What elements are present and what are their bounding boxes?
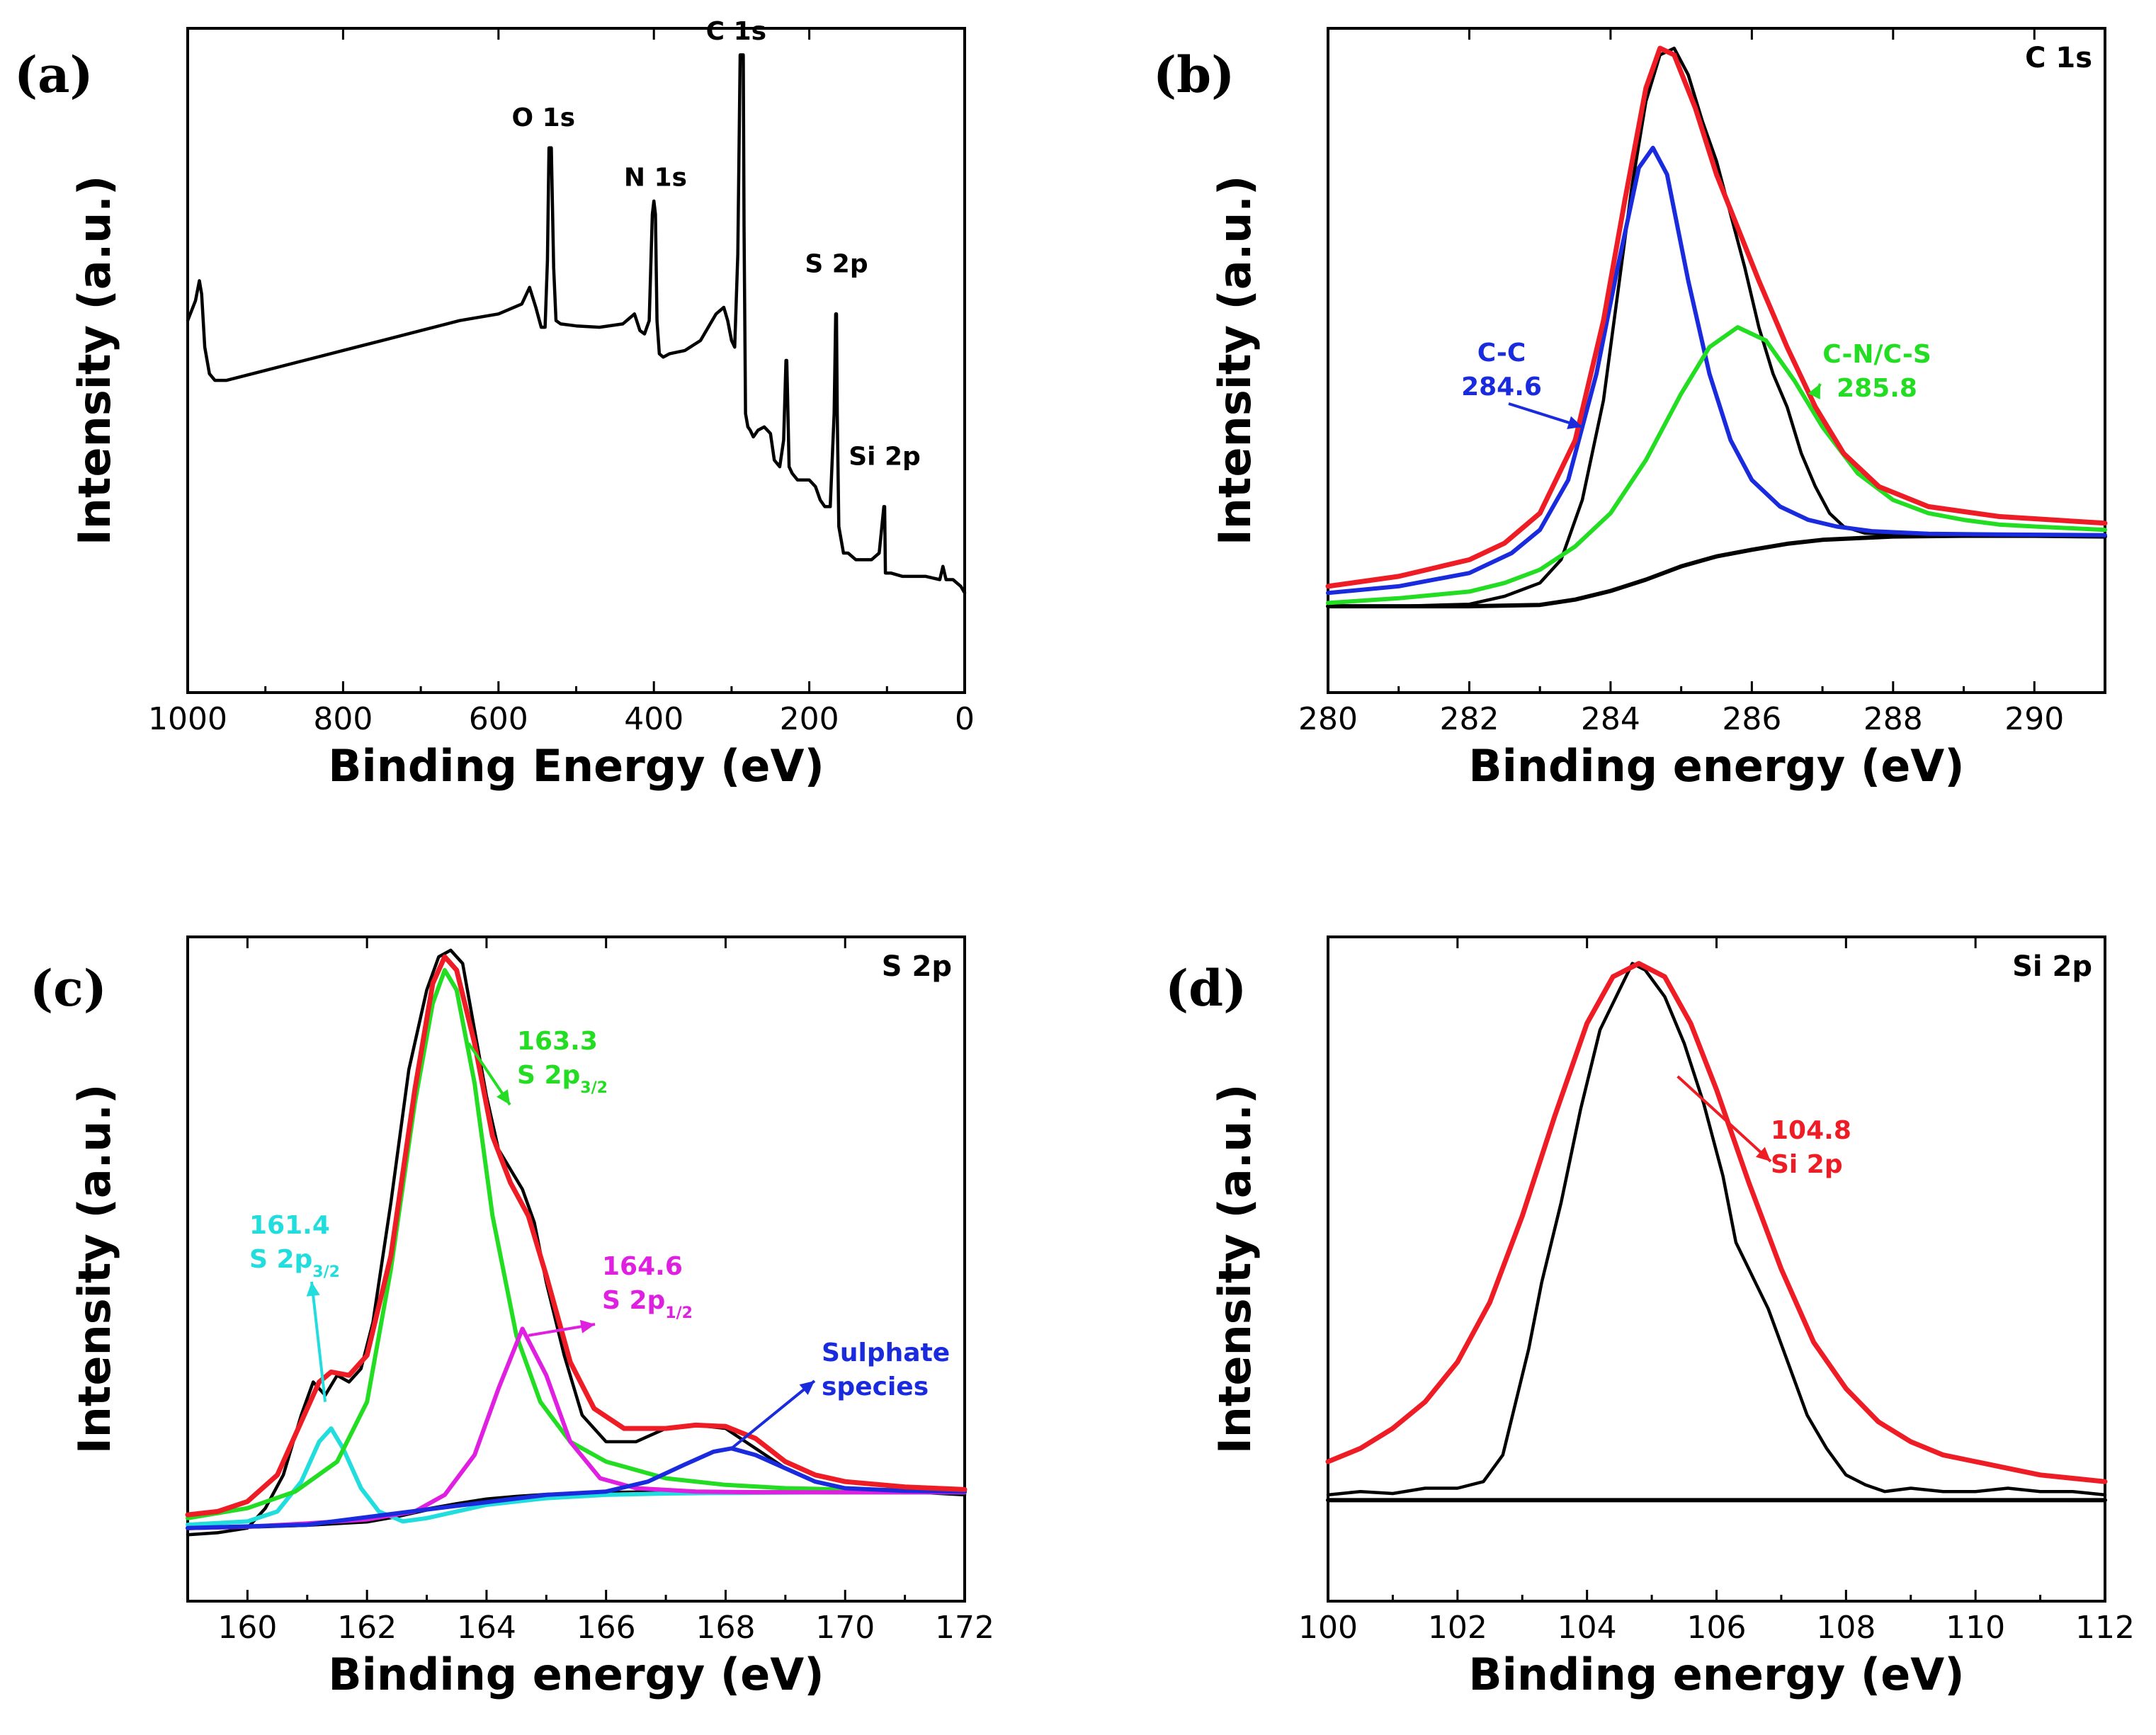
x-tick-label-a-1: 800 <box>313 701 373 737</box>
x-tick-label-c-0: 160 <box>217 1610 277 1646</box>
annotation-arrowhead-c-161-4 <box>306 1282 320 1297</box>
annotation-arrow-c-sulphate <box>730 1380 816 1450</box>
annotation-label-c-sulphate: species <box>822 1372 929 1401</box>
annotation-subscript: 3/2 <box>580 1079 608 1097</box>
y-axis-title-a: Intensity (a.u.) <box>69 176 120 546</box>
x-tick-label-a-5: 0 <box>955 701 975 737</box>
x-tick-label-c-4: 168 <box>696 1610 755 1646</box>
annotation-value-c-161-4: 161.4 <box>249 1211 330 1240</box>
x-tick-label-b-2: 284 <box>1581 701 1640 737</box>
plot-frame-c <box>186 935 966 1603</box>
annotation-b-c-n-c-s: C-N/C-S 285.8 <box>1808 340 1931 403</box>
x-tick-label-c-3: 166 <box>577 1610 636 1646</box>
x-tick-label-a-3: 400 <box>624 701 683 737</box>
annotation-label-b-c-c: 284.6 <box>1461 372 1542 402</box>
x-tick-label-d-3: 106 <box>1687 1610 1747 1646</box>
series-b-c-n-c-s <box>1326 325 2107 605</box>
x-tick-label-d-0: 100 <box>1298 1610 1358 1646</box>
x-tick-label-c-5: 170 <box>815 1610 875 1646</box>
annotation-subscript: 3/2 <box>312 1263 340 1281</box>
series-b-fit <box>1325 45 2108 589</box>
x-axis-title-a: Binding Energy (eV) <box>328 740 824 792</box>
annotation-arrowhead-c-sulphate <box>799 1381 815 1395</box>
corner-label-c: S 2p <box>882 950 952 983</box>
annotation-arrowhead-c-164-6 <box>579 1319 595 1333</box>
panel-letter-d: (d) <box>1165 959 1247 1018</box>
x-tick-label-b-0: 280 <box>1298 701 1358 737</box>
x-tick-label-d-2: 104 <box>1558 1610 1617 1646</box>
panel-letter-b: (b) <box>1153 45 1235 104</box>
annotation-label-d-104-8: Si 2p <box>1771 1150 1843 1179</box>
annotation-label-c-163-3: S 2p3/2 <box>517 1061 608 1097</box>
x-tick-label-b-3: 286 <box>1722 701 1781 737</box>
series-c-sulphate-species <box>186 1446 967 1530</box>
series-b-c-c <box>1326 145 2107 596</box>
x-tick-label-d-4: 108 <box>1816 1610 1876 1646</box>
x-tick-label-d-1: 102 <box>1428 1610 1487 1646</box>
x-tick-label-a-0: 1000 <box>148 701 227 737</box>
x-tick-label-c-2: 164 <box>457 1610 516 1646</box>
x-tick-label-b-4: 288 <box>1863 701 1923 737</box>
x-tick-label-b-1: 282 <box>1439 701 1499 737</box>
annotation-c-163-3: 163.3 S 2p3/2 <box>467 1027 608 1106</box>
plot-frame-b <box>1327 27 2106 694</box>
x-tick-label-c-1: 162 <box>337 1610 397 1646</box>
annotation-value-b-c-n-c-s: C-N/C-S <box>1822 340 1931 369</box>
peak-label-o-1s: O 1s <box>511 103 575 132</box>
x-axis-title-b: Binding energy (eV) <box>1468 740 1964 792</box>
annotation-arrow-c-161-4 <box>310 1281 327 1402</box>
series-c-fit <box>185 954 968 1518</box>
y-axis-title-d: Intensity (a.u.) <box>1209 1084 1261 1455</box>
annotation-label-c-164-6: S 2p1/2 <box>602 1286 693 1322</box>
panel-d: (d) 100 102 104 106 108 110 112 Binding energy (… <box>1165 935 2135 1700</box>
x-tick-label-a-2: 600 <box>469 701 528 737</box>
annotation-arrowhead-b-c-n-c-s <box>1808 384 1820 399</box>
annotation-arrowhead-b-c-c <box>1567 416 1583 429</box>
peak-label-si-2p: Si 2p <box>849 442 921 471</box>
annotation-value-b-c-c: C-C <box>1477 339 1526 368</box>
series-c-s-2p3-2-163-3- <box>186 967 967 1520</box>
x-tick-label-c-6: 172 <box>935 1610 994 1646</box>
annotation-label-b-c-n-c-s: 285.8 <box>1837 374 1917 403</box>
series-d-fit <box>1325 961 2108 1484</box>
annotation-d-104-8: 104.8 Si 2p <box>1676 1075 1851 1179</box>
x-axis-title-d: Binding energy (eV) <box>1468 1649 1964 1700</box>
peak-label-c-1s: C 1s <box>706 17 766 46</box>
x-tick-label-d-5: 110 <box>1946 1610 2005 1646</box>
peak-label-s-2p: S 2p <box>805 249 868 278</box>
panel-letter-a: (a) <box>14 45 93 104</box>
annotation-arrowhead-d-104-8 <box>1755 1147 1771 1161</box>
panel-c: (c) 160 162 164 166 168 170 172 Binding energy (… <box>30 935 994 1700</box>
series-a-survey <box>186 53 967 595</box>
annotation-value-d-104-8: 104.8 <box>1771 1116 1851 1145</box>
y-axis-title-c: Intensity (a.u.) <box>69 1084 120 1455</box>
panel-b: (b) 280 282 284 286 288 290 Binding energy (eV)… <box>1153 27 2108 792</box>
annotation-arrowhead-c-163-3 <box>497 1089 510 1105</box>
corner-label-b: C 1s <box>2025 42 2092 74</box>
x-tick-label-b-5: 290 <box>2004 701 2064 737</box>
annotation-label-c-161-4: S 2p3/2 <box>249 1245 340 1281</box>
series-d-raw <box>1326 962 2107 1497</box>
annotation-value-c-164-6: 164.6 <box>602 1252 683 1281</box>
annotation-value-c-sulphate: Sulphate <box>822 1338 950 1367</box>
corner-label-d: Si 2p <box>2012 950 2092 983</box>
panel-a: (a) 1000 800 600 400 200 0 Binding Energy (eV) I… <box>14 17 975 792</box>
annotation-c-sulphate: Sulphate species <box>730 1338 950 1450</box>
annotation-subscript: 1/2 <box>665 1304 693 1322</box>
x-tick-label-a-4: 200 <box>780 701 839 737</box>
peak-label-n-1s: N 1s <box>624 164 687 193</box>
y-axis-title-b: Intensity (a.u.) <box>1209 176 1261 546</box>
annotation-value-c-163-3: 163.3 <box>517 1027 598 1056</box>
panel-letter-c: (c) <box>30 959 107 1018</box>
annotation-arrow-d-104-8 <box>1676 1075 1772 1163</box>
annotation-b-c-c: C-C 284.6 <box>1461 339 1583 429</box>
x-axis-title-c: Binding energy (eV) <box>328 1649 824 1700</box>
x-tick-label-d-6: 112 <box>2075 1610 2135 1646</box>
